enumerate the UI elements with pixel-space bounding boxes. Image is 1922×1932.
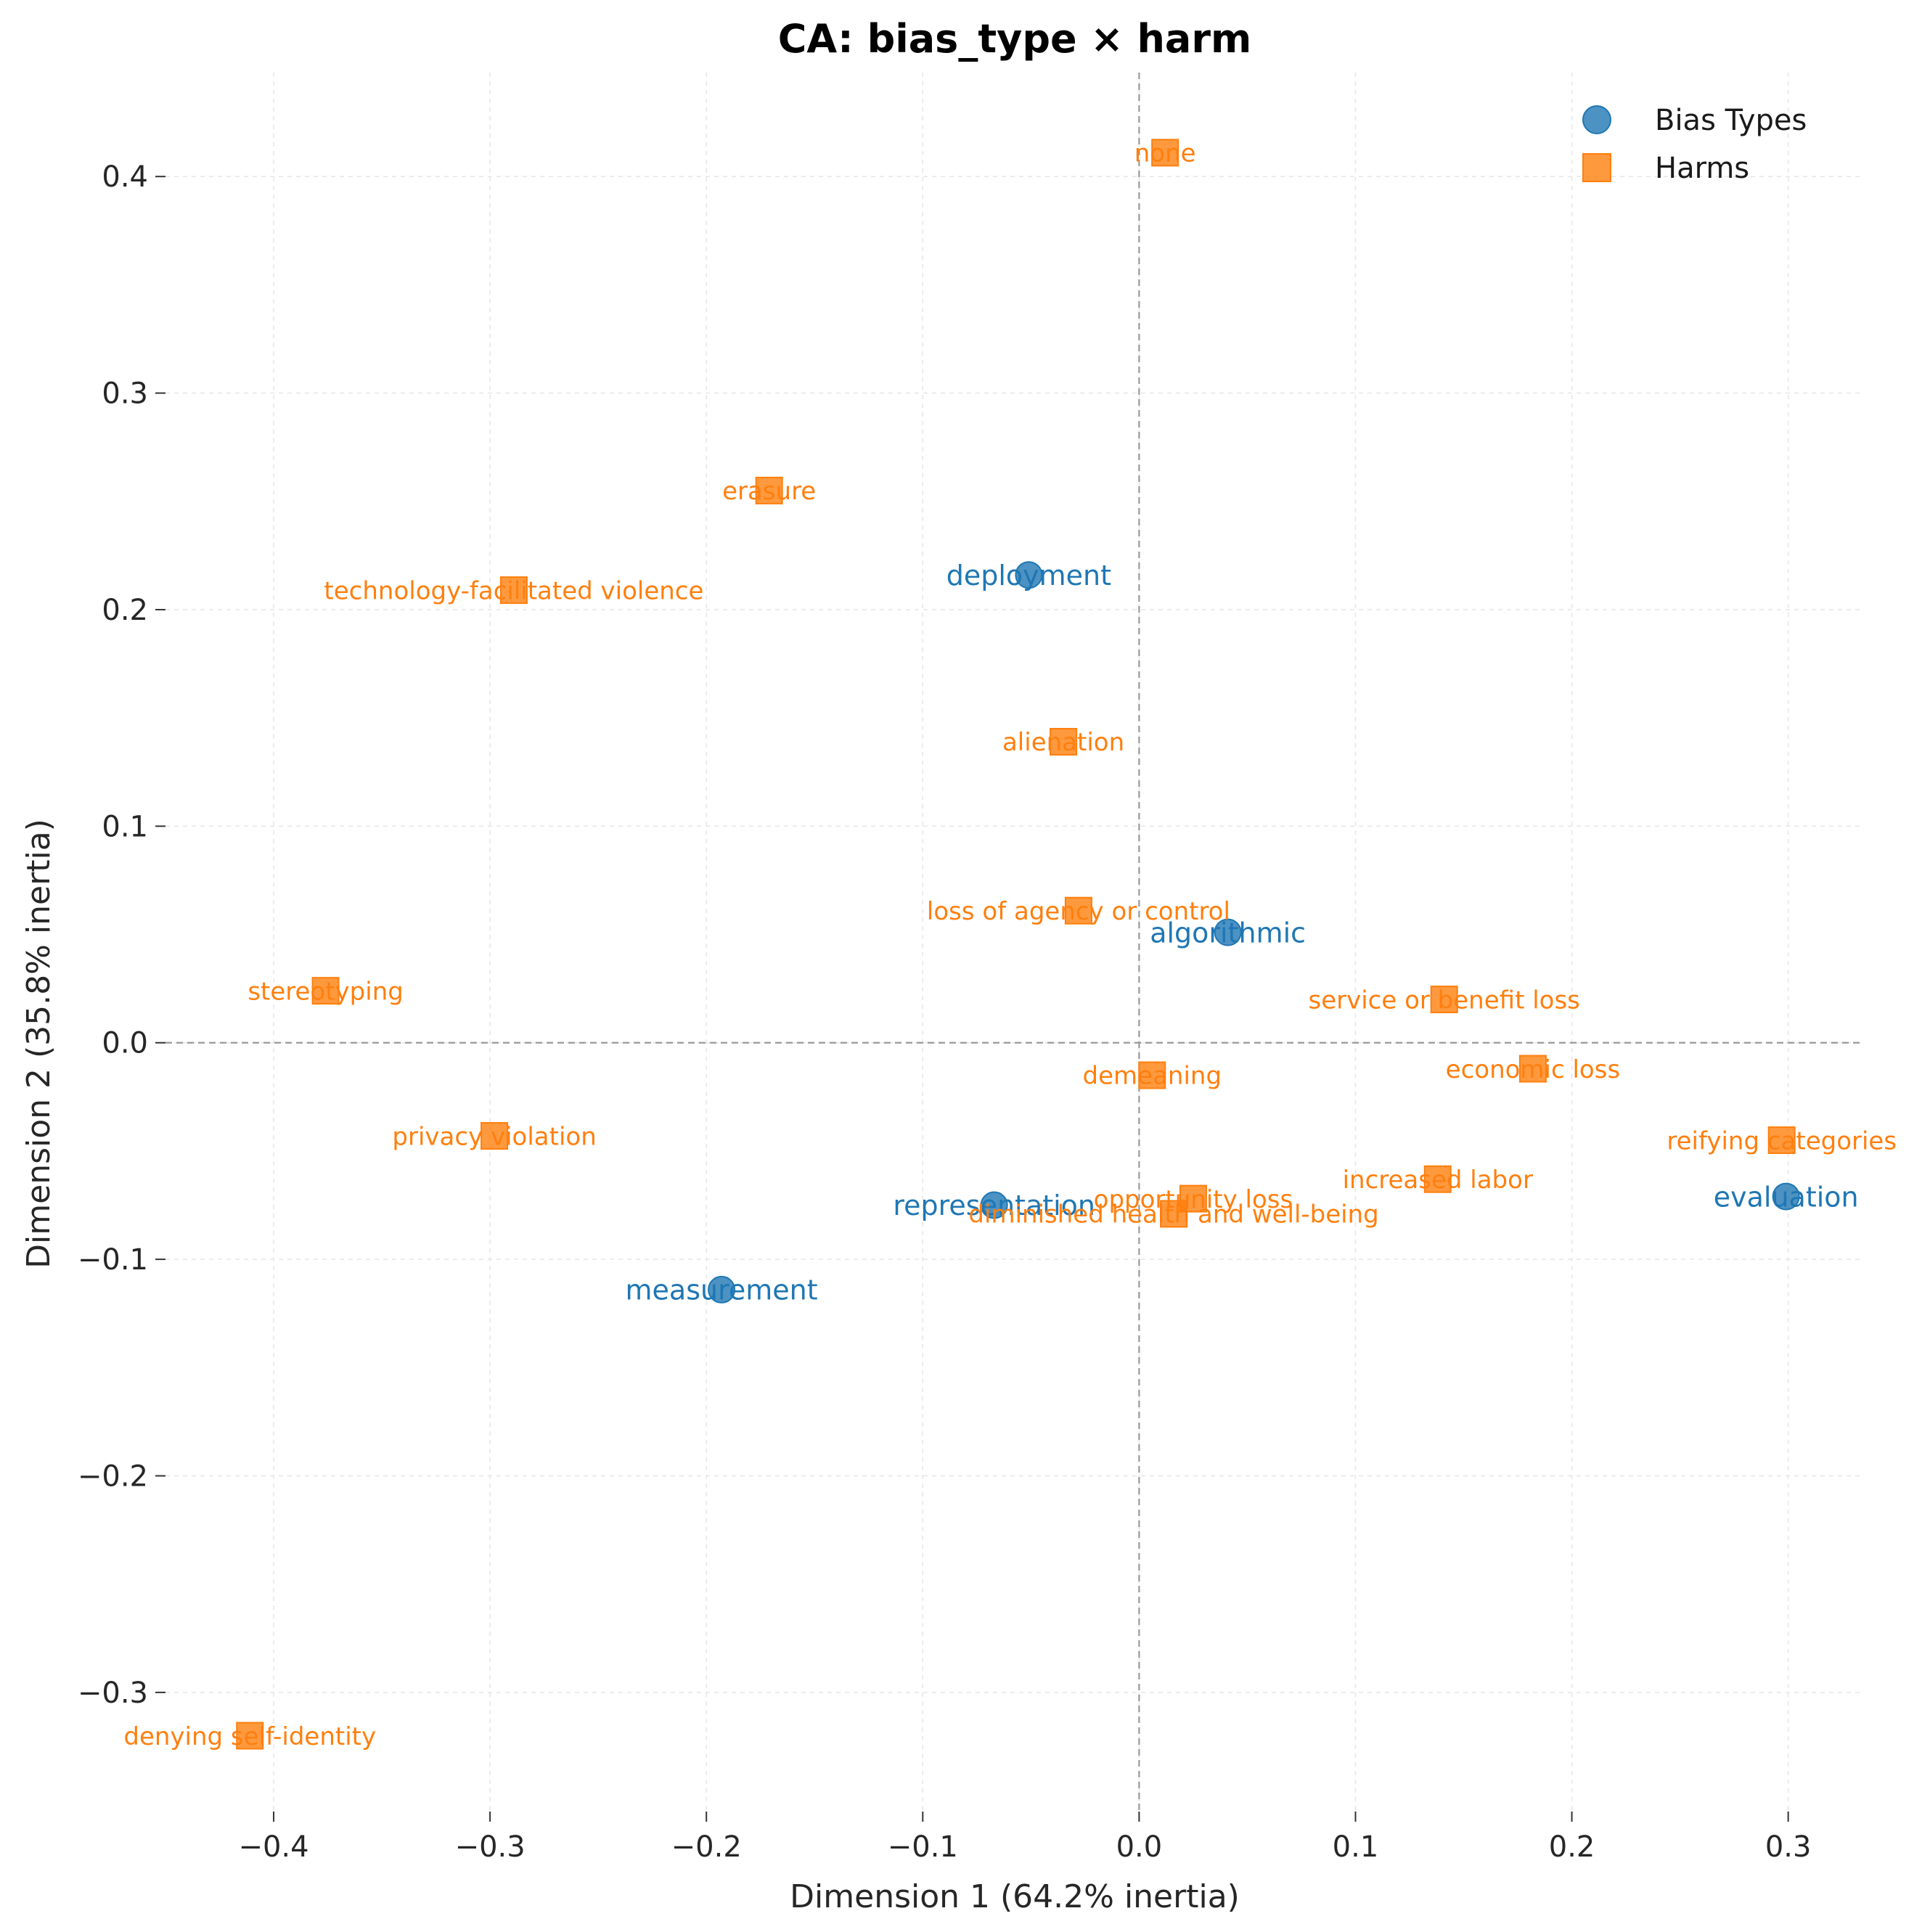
bias-point-deployment bbox=[1015, 561, 1043, 589]
bias-label-algorithmic: algorithmic bbox=[1150, 917, 1306, 949]
bias-point-evaluation bbox=[1772, 1182, 1800, 1211]
harm-label-privacy-violation: privacy violation bbox=[392, 1122, 596, 1151]
x-tick-label: 0.2 bbox=[1549, 1830, 1595, 1864]
harm-label-stereotyping: stereotyping bbox=[248, 977, 404, 1006]
bias-point-measurement bbox=[708, 1275, 736, 1303]
harm-label-reifying-categories: reifying categories bbox=[1667, 1126, 1897, 1155]
legend-label-harms: Harms bbox=[1655, 152, 1749, 185]
harm-point-demeaning bbox=[1138, 1061, 1166, 1089]
harm-label-denying-self-identity: denying self-identity bbox=[123, 1722, 376, 1751]
y-tick-label: 0.4 bbox=[102, 160, 148, 194]
harm-label-opportunity-loss: opportunity loss bbox=[1094, 1185, 1293, 1214]
harm-point-alienation bbox=[1050, 727, 1078, 756]
legend-marker-bias-types bbox=[1582, 105, 1611, 134]
y-tick-label: −0.3 bbox=[78, 1677, 148, 1710]
harm-point-reifying-categories bbox=[1767, 1126, 1796, 1155]
harm-label-alienation: alienation bbox=[1002, 728, 1124, 757]
y-tick-label: 0.0 bbox=[102, 1027, 148, 1060]
x-tick-label: 0.0 bbox=[1116, 1830, 1163, 1864]
harm-point-stereotyping bbox=[311, 977, 340, 1005]
harm-label-technology-facilitated-violence: technology-facilitated violence bbox=[324, 576, 703, 605]
y-axis-title: Dimension 2 (35.8% inertia) bbox=[20, 819, 57, 1269]
harm-label-none: none bbox=[1134, 139, 1196, 168]
harm-point-none bbox=[1151, 139, 1179, 167]
harm-point-erasure bbox=[755, 476, 783, 504]
harm-point-opportunity-loss bbox=[1179, 1184, 1207, 1213]
y-tick-label: −0.2 bbox=[78, 1460, 148, 1494]
x-axis-title: Dimension 1 (64.2% inertia) bbox=[790, 1878, 1240, 1915]
x-tick-label: −0.3 bbox=[455, 1830, 526, 1864]
harm-point-increased-labor bbox=[1423, 1165, 1452, 1193]
chart-title: CA: bias_type × harm bbox=[778, 16, 1251, 62]
y-tick-label: 0.1 bbox=[102, 810, 148, 843]
bias-label-evaluation: evaluation bbox=[1714, 1181, 1859, 1213]
x-tick-label: −0.1 bbox=[888, 1830, 958, 1864]
bias-label-representation: representation bbox=[893, 1190, 1095, 1221]
x-tick-label: −0.4 bbox=[238, 1830, 308, 1864]
bias-label-deployment: deployment bbox=[946, 560, 1111, 592]
harm-point-loss-of-agency-or-control bbox=[1064, 896, 1092, 925]
harm-label-increased-labor: increased labor bbox=[1343, 1166, 1533, 1195]
harm-label-demeaning: demeaning bbox=[1083, 1062, 1222, 1091]
x-tick-label: −0.2 bbox=[671, 1830, 742, 1864]
bias-point-algorithmic bbox=[1214, 918, 1242, 946]
bias-label-measurement: measurement bbox=[626, 1274, 818, 1306]
legend-label-bias-types: Bias Types bbox=[1655, 104, 1807, 137]
harm-label-erasure: erasure bbox=[722, 477, 816, 506]
harm-point-denying-self-identity bbox=[236, 1722, 264, 1750]
harm-label-diminished-health-and-well-being: diminished health and well-being bbox=[968, 1200, 1378, 1229]
y-tick-label: 0.2 bbox=[102, 594, 148, 627]
harm-point-technology-facilitated-violence bbox=[499, 576, 528, 605]
harm-label-service-or-benefit-loss: service or benefit loss bbox=[1309, 986, 1580, 1015]
legend: Bias Types Harms bbox=[1582, 104, 1807, 185]
harm-point-diminished-health-and-well-being bbox=[1160, 1200, 1188, 1228]
legend-marker-harms bbox=[1582, 153, 1611, 182]
harm-label-economic-loss: economic loss bbox=[1446, 1055, 1621, 1084]
grid-lines bbox=[165, 73, 1864, 1812]
x-tick-label: 0.3 bbox=[1765, 1830, 1812, 1864]
x-tick-label: 0.1 bbox=[1333, 1830, 1379, 1864]
bias-point-representation bbox=[980, 1191, 1008, 1219]
reference-lines bbox=[165, 73, 1864, 1812]
harm-point-service-or-benefit-loss bbox=[1430, 986, 1458, 1014]
data-markers bbox=[236, 139, 1800, 1750]
data-labels: deployment algorithmic evaluation represent… bbox=[123, 139, 1897, 1751]
axis-ticks: −0.4 −0.3 −0.2 −0.1 0.0 0.1 0.2 0.3 −0.3 −0.2 −0.1… bbox=[78, 160, 1812, 1864]
harm-point-privacy-violation bbox=[480, 1122, 509, 1150]
harm-point-economic-loss bbox=[1518, 1055, 1547, 1083]
harm-label-loss-of-agency-or-control: loss of agency or control bbox=[927, 897, 1230, 926]
y-tick-label: −0.1 bbox=[78, 1243, 148, 1277]
y-tick-label: 0.3 bbox=[102, 377, 148, 411]
